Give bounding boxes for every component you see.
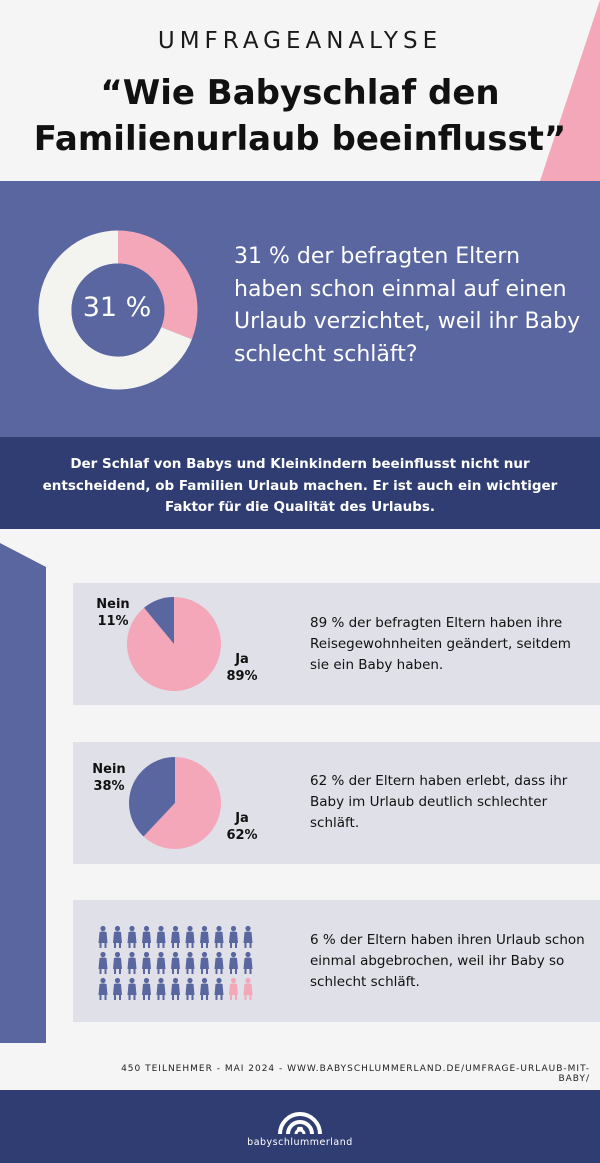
person-icon xyxy=(156,977,166,1000)
pie2-nein-label: Nein 38% xyxy=(92,762,126,794)
person-icon xyxy=(200,925,209,948)
intro-band xyxy=(0,437,600,529)
intro-text: Der Schlaf von Babys und Kleinkindern be… xyxy=(42,456,558,515)
person-icon xyxy=(113,925,122,948)
person-icon xyxy=(214,977,224,1000)
person-icon xyxy=(142,951,151,974)
person-icon xyxy=(185,925,195,948)
person-icon xyxy=(171,951,180,974)
pie2-ja-label: Ja 62% xyxy=(226,811,258,843)
person-icon xyxy=(200,977,209,1000)
pie1-nein-label: Nein 11% xyxy=(96,597,130,629)
person-icon xyxy=(127,925,137,948)
title-line-1: “Wie Babyschlaf den xyxy=(100,73,500,113)
person-icon xyxy=(229,951,238,974)
person-icon xyxy=(142,925,151,948)
hero-statement: 31 % der befragten Eltern haben schon ei… xyxy=(234,244,581,367)
person-icon xyxy=(98,925,108,948)
person-icon xyxy=(127,977,137,1000)
pie-slice-ja xyxy=(127,597,222,691)
donut-hole xyxy=(71,263,165,357)
pie-slice-nein xyxy=(144,597,174,644)
person-icon xyxy=(243,925,253,948)
person-icon xyxy=(171,925,180,948)
person-icon xyxy=(98,951,108,974)
donut-chart xyxy=(38,230,198,390)
person-icon xyxy=(185,977,195,1000)
person-icon xyxy=(229,925,238,948)
person-icon xyxy=(98,977,108,1000)
stat-text-2: 62 % der Eltern haben erlebt, dass ihr B… xyxy=(310,773,568,831)
person-icon xyxy=(156,925,166,948)
person-icon xyxy=(185,951,195,974)
person-icon xyxy=(113,951,122,974)
title-line-2: Familienurlaub beeinflusst” xyxy=(33,119,567,159)
person-icon-highlight xyxy=(229,977,238,1000)
person-icon xyxy=(200,951,209,974)
footer-band xyxy=(0,1090,600,1163)
person-icon-highlight xyxy=(243,977,253,1000)
pie-slice-nein xyxy=(129,757,175,837)
pie-chart-2 xyxy=(129,757,221,849)
person-icon xyxy=(142,977,151,1000)
person-icon xyxy=(243,951,253,974)
source-note: 450 TEILNEHMER - MAI 2024 - WWW.BABYSCHL… xyxy=(121,1064,590,1084)
rainbow-logo-icon xyxy=(278,1112,322,1135)
side-decorative-tab xyxy=(0,543,46,1043)
person-icon xyxy=(156,951,166,974)
people-pictogram xyxy=(98,925,253,1000)
person-icon xyxy=(214,951,224,974)
person-icon xyxy=(127,951,137,974)
pie-slice-ja xyxy=(143,757,221,849)
person-icon xyxy=(171,977,180,1000)
page-title: “Wie Babyschlaf den Familienurlaub beein… xyxy=(20,70,580,162)
donut-segment-highlight xyxy=(117,230,198,340)
donut-segment-rest xyxy=(38,230,192,390)
pie-chart-1 xyxy=(127,597,222,691)
donut-center-label: 31 % xyxy=(82,292,152,323)
person-icon xyxy=(214,925,224,948)
eyebrow-title: UMFRAGEANALYSE xyxy=(157,28,443,54)
stat-text-3: 6 % der Eltern haben ihren Urlaub schon … xyxy=(310,932,585,990)
stat-text-1: 89 % der befragten Eltern haben ihre Rei… xyxy=(310,615,571,673)
header-pink-triangle xyxy=(540,0,600,181)
brand-name: babyschlummerland xyxy=(247,1137,353,1148)
person-icon xyxy=(113,977,122,1000)
pie1-ja-label: Ja 89% xyxy=(226,652,258,684)
